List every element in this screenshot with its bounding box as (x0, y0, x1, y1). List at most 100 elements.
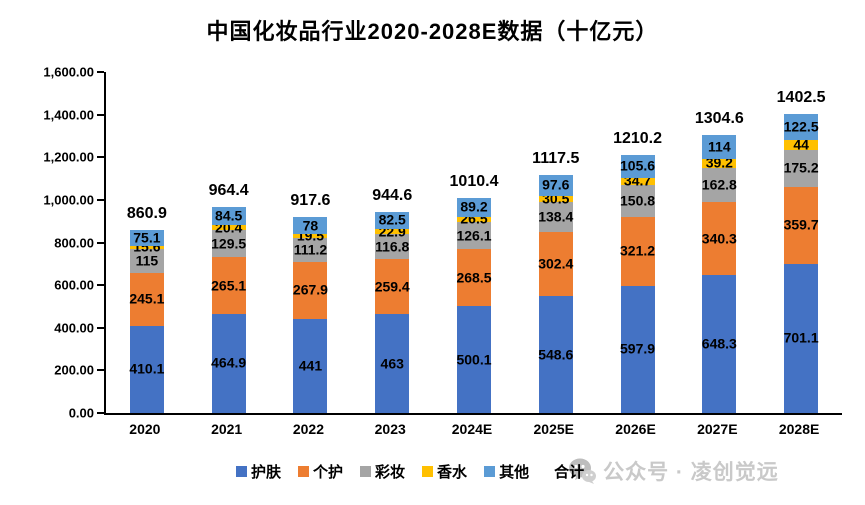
bar-segment-value: 126.1 (456, 227, 492, 244)
x-axis-category-label: 2028E (778, 421, 820, 437)
legend-item-彩妆: 彩妆 (360, 461, 405, 482)
bar-segment-value: 75.1 (133, 229, 161, 246)
x-axis-category-label: 2024E (451, 421, 493, 437)
bar-total-value: 1210.2 (613, 130, 663, 148)
legend-label: 个护 (313, 463, 344, 481)
bar-segment-彩妆 (620, 185, 655, 218)
bar-total-value: 1402.5 (776, 89, 826, 107)
legend-swatch (298, 465, 310, 477)
bar-segment-value: 500.1 (456, 351, 492, 368)
y-axis-tick-label: 400.00 (54, 320, 94, 336)
bar-segment-value: 268.5 (456, 269, 492, 286)
bar-segment-护肤 (375, 314, 410, 413)
bar-segment-个护 (457, 249, 491, 307)
bar-segment-彩妆 (457, 222, 491, 250)
bar-segment-香水 (211, 225, 246, 230)
bar-segment-value: 464.9 (211, 354, 247, 371)
legend-item-个护: 个护 (298, 461, 343, 482)
bar-segment-其他 (375, 211, 410, 230)
x-axis-category-label: 2027E (697, 421, 738, 437)
y-axis-tick-mark (97, 326, 104, 329)
wechat-icon (569, 458, 597, 484)
bar-segment-个护 (129, 273, 164, 326)
bar-segment-护肤 (211, 313, 246, 413)
bar-segment-value: 597.9 (620, 340, 656, 357)
bar-segment-value: 78 (302, 217, 319, 234)
bar-segment-value: 150.8 (620, 192, 656, 209)
bar-total-value: 964.4 (208, 182, 249, 200)
bar-segment-其他 (538, 174, 573, 196)
plot-area: 410.1 245.1 115 15.6 75.1 860.9 464.9 265.1 129.… (104, 72, 842, 415)
bar-segment-value: 115 (135, 252, 159, 269)
y-axis-tick-mark (97, 156, 104, 159)
bar-segment-value: 82.5 (378, 211, 406, 228)
bar-segment-value: 97.6 (542, 176, 570, 193)
bar-segment-香水 (129, 245, 164, 249)
bar-segment-其他 (211, 207, 246, 226)
legend: 护肤 个护 彩妆 香水 其他 合计 公众号 · 凌创觉远 (236, 456, 779, 486)
bar-segment-value: 701.1 (783, 329, 819, 346)
bar-segment-彩妆 (293, 238, 328, 262)
bar-total-value: 1117.5 (532, 149, 580, 167)
bar-segment-彩妆 (784, 149, 819, 187)
bar-segment-个护 (702, 202, 737, 275)
bar-segment-其他 (293, 217, 328, 235)
bar-segment-value: 84.5 (215, 207, 243, 224)
bar-segment-个护 (620, 217, 655, 286)
x-axis-category-label: 2026E (615, 421, 656, 437)
bar-segment-value: 302.4 (538, 255, 574, 272)
bar-total-value: 1010.4 (449, 172, 499, 190)
y-axis-tick-mark (97, 198, 104, 201)
bar-segment-value: 162.8 (701, 176, 737, 193)
bar-segment-护肤 (702, 274, 737, 413)
legend-swatch (236, 465, 247, 477)
legend-swatch (422, 465, 434, 477)
y-axis-tick-label: 1,600.00 (43, 64, 94, 80)
bar-segment-value: 114 (708, 138, 731, 155)
legend-label: 香水 (437, 463, 468, 481)
bar-segment-value: 463 (380, 355, 404, 372)
bar-segment-香水 (538, 195, 573, 203)
bar-segment-value: 129.5 (211, 235, 247, 252)
legend-item-其他: 其他 (484, 461, 529, 482)
bar-segment-value: 175.2 (783, 159, 819, 176)
bar-segment-value: 265.1 (211, 277, 247, 294)
y-axis-tick-label: 200.00 (54, 362, 94, 378)
bar-segment-value: 410.1 (129, 360, 165, 377)
bar-segment-个护 (375, 259, 410, 315)
bar-segment-彩妆 (538, 202, 573, 232)
bar-segment-彩妆 (129, 248, 164, 274)
bar-segment-护肤 (538, 296, 573, 413)
y-axis-tick-mark (97, 369, 104, 372)
bar-segment-value: 321.2 (620, 242, 656, 259)
bar-segment-其他 (702, 134, 737, 160)
legend-label: 其他 (499, 463, 530, 481)
bar-segment-value: 245.1 (129, 290, 165, 307)
y-axis-tick-label: 0.00 (68, 405, 94, 421)
x-axis-category-label: 2023 (374, 421, 406, 437)
bar-segment-value: 441 (298, 357, 323, 374)
bar-segment-香水 (702, 159, 737, 168)
bar-segment-护肤 (129, 325, 164, 413)
bar-segment-value: 648.3 (701, 335, 737, 352)
bar-segment-香水 (784, 140, 819, 150)
x-axis-category-label: 2020 (129, 421, 161, 437)
bar-segment-value: 548.6 (538, 346, 574, 363)
legend-item-护肤: 护肤 (236, 461, 281, 482)
bar-segment-value: 105.6 (620, 157, 656, 174)
chart-title: 中国化妆品行业2020-2028E数据（十亿元） (206, 19, 659, 44)
x-axis-category-label: 2022 (292, 421, 325, 437)
x-axis-category-label: 2021 (211, 421, 243, 437)
x-axis-category-label: 2025E (533, 421, 574, 437)
bar-segment-香水 (375, 229, 410, 235)
y-axis-tick-mark (97, 284, 104, 287)
bar-total-value: 944.6 (372, 186, 413, 204)
bar-segment-个护 (538, 231, 573, 297)
bar-segment-个护 (293, 261, 328, 320)
y-axis-tick-mark (97, 71, 104, 73)
bar-segment-个护 (784, 186, 819, 264)
watermark-text: 公众号 · 凌创觉远 (603, 461, 779, 484)
bar-segment-其他 (129, 229, 164, 246)
bar-segment-香水 (457, 216, 491, 223)
